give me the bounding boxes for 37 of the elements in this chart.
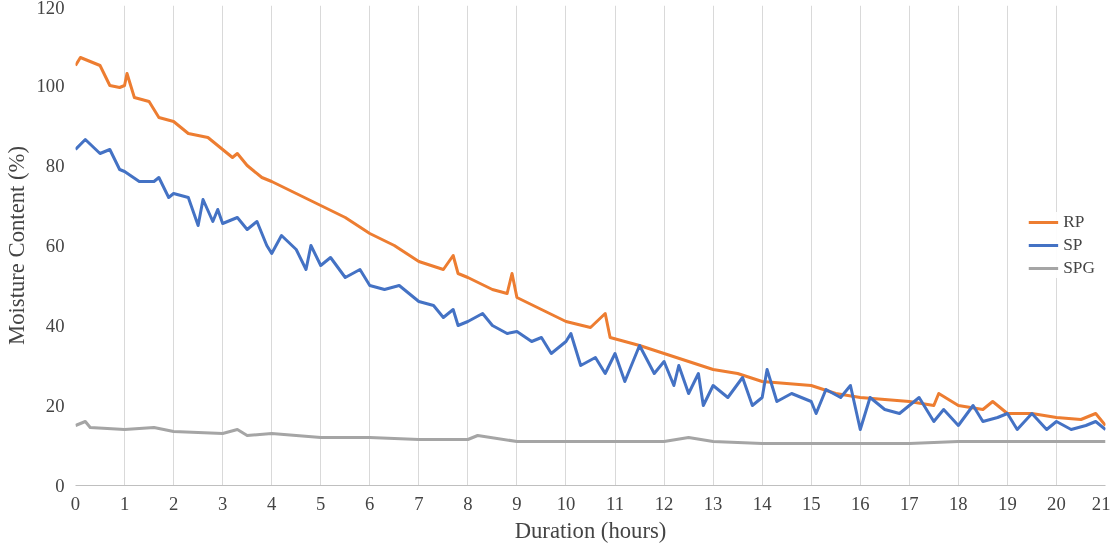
x-tick-label: 18 [949, 492, 968, 514]
x-tick-label: 14 [752, 492, 773, 514]
x-tick-label: 5 [316, 492, 326, 514]
x-tick-label: 9 [512, 492, 522, 514]
y-tick-label: 40 [45, 315, 65, 336]
x-tick-label: 10 [556, 492, 576, 514]
x-tick-label: 2 [168, 492, 179, 514]
legend-label: SP [1063, 235, 1084, 255]
x-tick-label: 15 [801, 492, 821, 514]
x-tick-label: 21 [1091, 492, 1111, 514]
x-tick-label: 19 [998, 492, 1017, 514]
y-tick-label: 60 [45, 235, 65, 256]
x-tick-label: 1 [119, 492, 130, 514]
line-series [75, 420, 1106, 445]
x-axis-title: Duration (hours) [514, 517, 667, 543]
legend-label: SPG [1063, 258, 1095, 278]
x-tick-label: 6 [365, 492, 375, 514]
x-tick-label: 13 [703, 492, 723, 514]
x-tick-label: 12 [654, 492, 674, 514]
x-tick-label: 0 [70, 492, 81, 514]
x-tick-label: 16 [850, 492, 870, 514]
y-tick-label: 0 [55, 475, 65, 496]
y-tick-label: 80 [45, 155, 65, 176]
y-tick-label: 20 [45, 395, 65, 416]
x-tick-label: 20 [1047, 492, 1066, 514]
x-tick-label: 8 [463, 492, 473, 514]
x-tick-label: 3 [217, 492, 228, 514]
x-tick-label: 17 [899, 492, 919, 514]
x-tick-label: 11 [606, 492, 625, 514]
x-tick-label: 4 [267, 492, 278, 514]
line-series [75, 56, 1106, 427]
line-series [75, 138, 1106, 431]
y-tick-label: 100 [36, 75, 65, 96]
x-tick-label: 7 [414, 492, 424, 514]
legend-label: RP [1063, 212, 1085, 232]
y-axis-title: Moisture Content (%) [3, 146, 29, 345]
y-tick-label: 120 [36, 0, 65, 18]
